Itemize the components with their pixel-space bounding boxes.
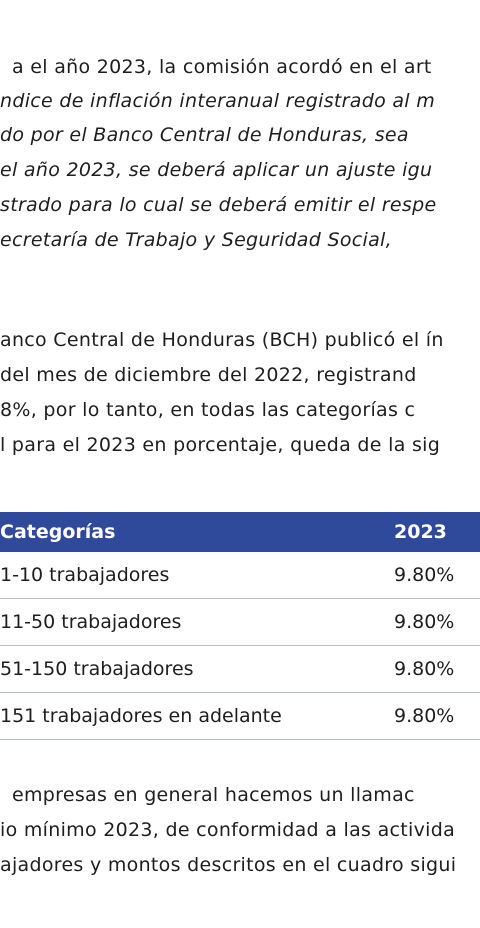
table-row: 11-50 trabajadores 9.80%: [0, 599, 480, 646]
table-cell: 151 trabajadores en adelante: [0, 705, 282, 727]
text-line: a el año 2023, la comisión acordó en el …: [12, 56, 432, 78]
header-cell: Categorías: [0, 521, 116, 543]
text-line: l para el 2023 en porcentaje, queda de l…: [0, 434, 441, 456]
text-line: anco Central de Honduras (BCH) publicó e…: [0, 329, 444, 351]
header-cell: 2023: [394, 521, 447, 543]
text-line: empresas en general hacemos un llamac: [12, 784, 415, 806]
text-line: io mínimo 2023, de conformidad a las act…: [0, 819, 456, 841]
text-line: ecretaría de Trabajo y Seguridad Social,: [0, 229, 392, 251]
table-cell: 9.80%: [394, 564, 455, 586]
text-line: ndice de inflación interanual registrado…: [0, 90, 436, 112]
table-row: 151 trabajadores en adelante 9.80%: [0, 693, 480, 740]
table-row: 51-150 trabajadores 9.80%: [0, 646, 480, 693]
text-line: do por el Banco Central de Honduras, sea: [0, 124, 409, 146]
text-line: del mes de diciembre del 2022, registran…: [0, 364, 417, 386]
table-cell: 9.80%: [394, 658, 455, 680]
table-header: Categorías 2023: [0, 512, 480, 552]
text-line: ajadores y montos descritos en el cuadro…: [0, 854, 457, 876]
table-cell: 9.80%: [394, 705, 455, 727]
text-line: el año 2023, se deberá aplicar un ajuste…: [0, 159, 433, 181]
table-cell: 51-150 trabajadores: [0, 658, 194, 680]
table-cell: 1-10 trabajadores: [0, 564, 170, 586]
table-row: 1-10 trabajadores 9.80%: [0, 552, 480, 599]
table-cell: 11-50 trabajadores: [0, 611, 182, 633]
text-line: strado para lo cual se deberá emitir el …: [0, 194, 437, 216]
text-line: 8%, por lo tanto, en todas las categoría…: [0, 399, 416, 421]
table: Categorías 2023 1-10 trabajadores 9.80% 11…: [0, 512, 480, 740]
table-cell: 9.80%: [394, 611, 455, 633]
